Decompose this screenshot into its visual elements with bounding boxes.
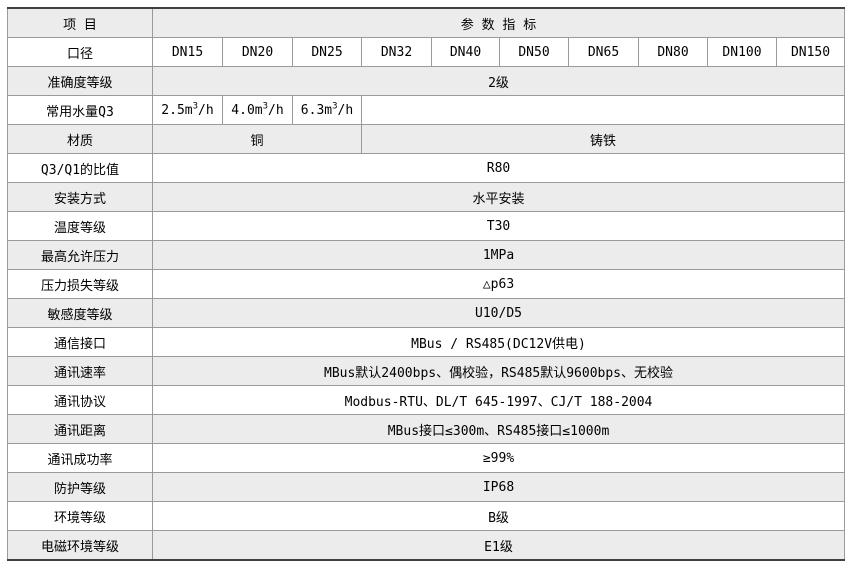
flow-base: 4.0m bbox=[231, 102, 263, 118]
flow-unit: /h bbox=[268, 102, 284, 118]
row-value: △p63 bbox=[151, 269, 846, 299]
flow-superscript: 3 bbox=[332, 101, 338, 112]
row-value: U10/D5 bbox=[151, 298, 846, 328]
row-label: 通讯协议 bbox=[7, 385, 153, 415]
row-label: Q3/Q1的比值 bbox=[7, 153, 153, 183]
row-value: MBus接口≤300m、RS485接口≤1000m bbox=[151, 414, 846, 444]
row-label: 安装方式 bbox=[7, 182, 153, 212]
row-label: 通讯速率 bbox=[7, 356, 153, 386]
spec-row-comm-success-rate: 通讯成功率 ≥99% bbox=[7, 443, 846, 473]
row-label: 最高允许压力 bbox=[7, 240, 153, 270]
spec-row-installation: 安装方式 水平安装 bbox=[7, 182, 846, 212]
flow-unit: /h bbox=[198, 102, 214, 118]
spec-row-comm-distance: 通讯距离 MBus接口≤300m、RS485接口≤1000m bbox=[7, 414, 846, 444]
flow-base: 6.3m bbox=[300, 102, 333, 118]
spec-row-max-pressure: 最高允许压力 1MPa bbox=[7, 240, 846, 270]
row-label-material: 材质 bbox=[7, 124, 153, 154]
flow-empty-cell bbox=[360, 95, 846, 125]
row-value: T30 bbox=[151, 211, 846, 241]
row-label-flow: 常用水量Q3 bbox=[7, 95, 153, 125]
row-value: B级 bbox=[151, 501, 846, 531]
diameter-cell: DN100 bbox=[707, 37, 777, 67]
row-value: ≥99% bbox=[151, 443, 846, 473]
spec-row-emc-class: 电磁环境等级 E1级 bbox=[7, 530, 846, 561]
row-label-diameter: 口径 bbox=[7, 37, 153, 67]
row-value: MBus / RS485(DC12V供电) bbox=[151, 327, 846, 357]
row-value: R80 bbox=[151, 153, 846, 183]
flow-row: 常用水量Q3 2.5m3/h 4.0m3/h 6.3m3/h bbox=[7, 95, 846, 125]
row-label: 压力损失等级 bbox=[7, 269, 153, 299]
row-value: MBus默认2400bps、偶校验，RS485默认9600bps、无校验 bbox=[151, 356, 846, 386]
row-label: 敏感度等级 bbox=[7, 298, 153, 328]
diameter-cell: DN65 bbox=[568, 37, 639, 67]
spec-row-sensitivity: 敏感度等级 U10/D5 bbox=[7, 298, 846, 328]
diameter-row: 口径 DN15 DN20 DN25 DN32 DN40 DN50 DN65 DN… bbox=[7, 37, 846, 67]
spec-row-temperature-class: 温度等级 T30 bbox=[7, 211, 846, 241]
material-copper-cell: 铜 bbox=[152, 124, 362, 154]
spec-row-comm-interface: 通信接口 MBus / RS485(DC12V供电) bbox=[7, 327, 846, 357]
spec-table-container: 项 目 参 数 指 标 口径 DN15 DN20 DN25 DN32 DN40 … bbox=[7, 7, 846, 561]
header-param-cell: 参 数 指 标 bbox=[151, 7, 846, 38]
row-label: 环境等级 bbox=[7, 501, 153, 531]
row-label: 温度等级 bbox=[7, 211, 153, 241]
row-label: 电磁环境等级 bbox=[7, 530, 153, 561]
header-row: 项 目 参 数 指 标 bbox=[7, 7, 846, 38]
header-item-cell: 项 目 bbox=[7, 7, 153, 38]
diameter-cell: DN50 bbox=[499, 37, 569, 67]
diameter-cell: DN15 bbox=[152, 37, 223, 67]
diameter-cell: DN20 bbox=[222, 37, 293, 67]
row-value: IP68 bbox=[151, 472, 846, 502]
accuracy-row: 准确度等级 2级 bbox=[7, 66, 846, 96]
spec-row-comm-protocol: 通讯协议 Modbus-RTU、DL/T 645-1997、CJ/T 188-2… bbox=[7, 385, 846, 415]
spec-row-environment-class: 环境等级 B级 bbox=[7, 501, 846, 531]
row-label: 通讯成功率 bbox=[7, 443, 153, 473]
diameter-cell: DN40 bbox=[431, 37, 500, 67]
row-value: 水平安装 bbox=[151, 182, 846, 212]
row-value: Modbus-RTU、DL/T 645-1997、CJ/T 188-2004 bbox=[151, 385, 846, 415]
flow-base: 2.5m bbox=[161, 102, 193, 118]
row-label: 通信接口 bbox=[7, 327, 153, 357]
spec-row-protection-class: 防护等级 IP68 bbox=[7, 472, 846, 502]
flow-superscript: 3 bbox=[192, 101, 199, 112]
spec-table: 项 目 参 数 指 标 口径 DN15 DN20 DN25 DN32 DN40 … bbox=[7, 7, 846, 561]
spec-row-q3q1-ratio: Q3/Q1的比值 R80 bbox=[7, 153, 846, 183]
flow-unit: /h bbox=[337, 102, 354, 118]
flow-superscript: 3 bbox=[262, 101, 269, 112]
spec-row-comm-rate: 通讯速率 MBus默认2400bps、偶校验，RS485默认9600bps、无校… bbox=[7, 356, 846, 386]
row-value: E1级 bbox=[151, 530, 846, 561]
material-cast-iron-cell: 铸铁 bbox=[360, 124, 846, 154]
diameter-cell: DN150 bbox=[775, 37, 846, 67]
material-row: 材质 铜 铸铁 bbox=[7, 124, 846, 154]
row-label: 防护等级 bbox=[7, 472, 153, 502]
diameter-cell: DN32 bbox=[361, 37, 432, 67]
row-value: 1MPa bbox=[151, 240, 846, 270]
flow-value-cell: 4.0m3/h bbox=[222, 95, 293, 125]
spec-row-pressure-loss: 压力损失等级 △p63 bbox=[7, 269, 846, 299]
row-label-accuracy: 准确度等级 bbox=[7, 66, 153, 96]
flow-value-cell: 6.3m3/h bbox=[292, 95, 362, 125]
row-label: 通讯距离 bbox=[7, 414, 153, 444]
accuracy-value-cell: 2级 bbox=[151, 66, 846, 96]
flow-value-cell: 2.5m3/h bbox=[152, 95, 223, 125]
diameter-cell: DN25 bbox=[292, 37, 362, 67]
diameter-cell: DN80 bbox=[638, 37, 708, 67]
